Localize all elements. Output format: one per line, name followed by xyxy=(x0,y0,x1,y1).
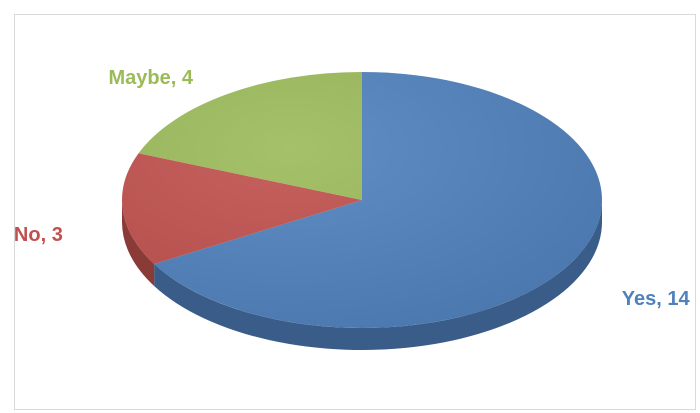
pie-data-labels: Yes, 14 No, 3 Maybe, 4 xyxy=(14,67,691,310)
pie-top-face xyxy=(122,72,602,328)
chart-area xyxy=(14,14,696,410)
data-label-maybe: Maybe, 4 xyxy=(109,67,194,89)
data-label-yes: Yes, 14 xyxy=(622,288,691,310)
data-label-no: No, 3 xyxy=(14,224,63,246)
